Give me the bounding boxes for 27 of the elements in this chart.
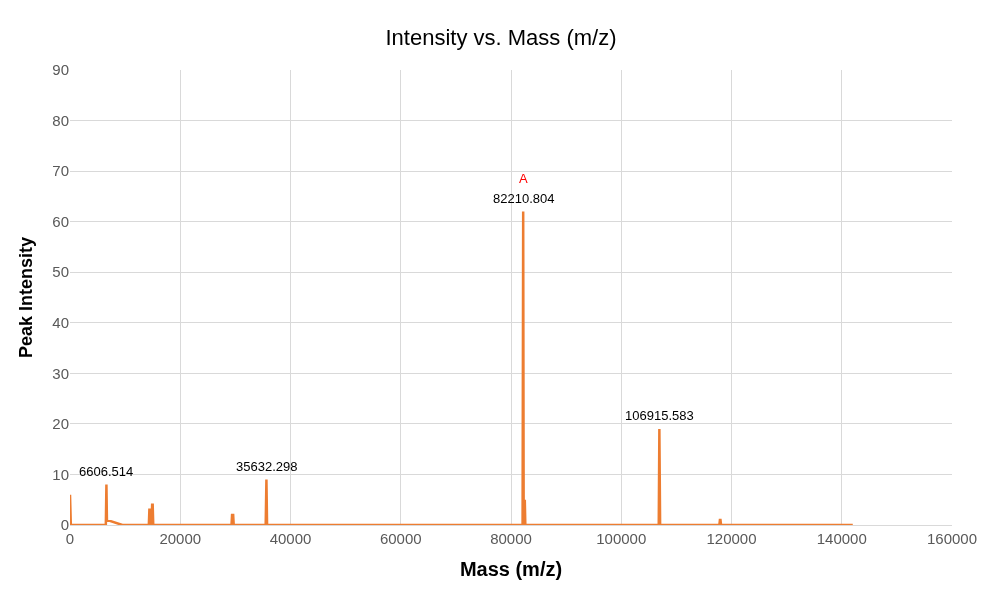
x-tick-label: 100000 — [596, 530, 647, 547]
y-tick-label: 90 — [52, 61, 69, 79]
y-tick-label: 30 — [52, 364, 69, 382]
x-tick-label: 140000 — [816, 530, 867, 547]
y-tick-label: 40 — [52, 314, 69, 332]
y-tick-label: 70 — [52, 162, 69, 180]
x-tick-label: 40000 — [269, 530, 312, 547]
x-tick-label: 160000 — [926, 530, 978, 547]
annotation: A — [519, 171, 528, 186]
annotation: 6606.514 — [79, 464, 134, 479]
line-series — [70, 210, 855, 525]
x-tick-label: 20000 — [159, 530, 202, 547]
y-tick-label: 60 — [52, 212, 69, 230]
y-tick-label: 80 — [52, 111, 69, 129]
annotation: 35632.298 — [236, 459, 298, 474]
y-tick-label: 0 — [60, 516, 69, 534]
x-tick-label: 120000 — [706, 530, 757, 547]
y-tick-label: 20 — [52, 415, 69, 433]
chart-title: Intensity vs. Mass (m/z) — [385, 25, 617, 51]
annotation: 82210.804 — [493, 191, 555, 206]
annotation: 106915.583 — [625, 408, 694, 423]
x-axis-title: Mass (m/z) — [459, 557, 563, 580]
x-tick-label: 60000 — [379, 530, 422, 547]
x-tick-label: 80000 — [490, 530, 532, 547]
y-tick-label: 10 — [52, 465, 69, 483]
y-axis-title: Peak Intensity — [15, 236, 36, 359]
y-tick-label: 50 — [52, 263, 69, 281]
